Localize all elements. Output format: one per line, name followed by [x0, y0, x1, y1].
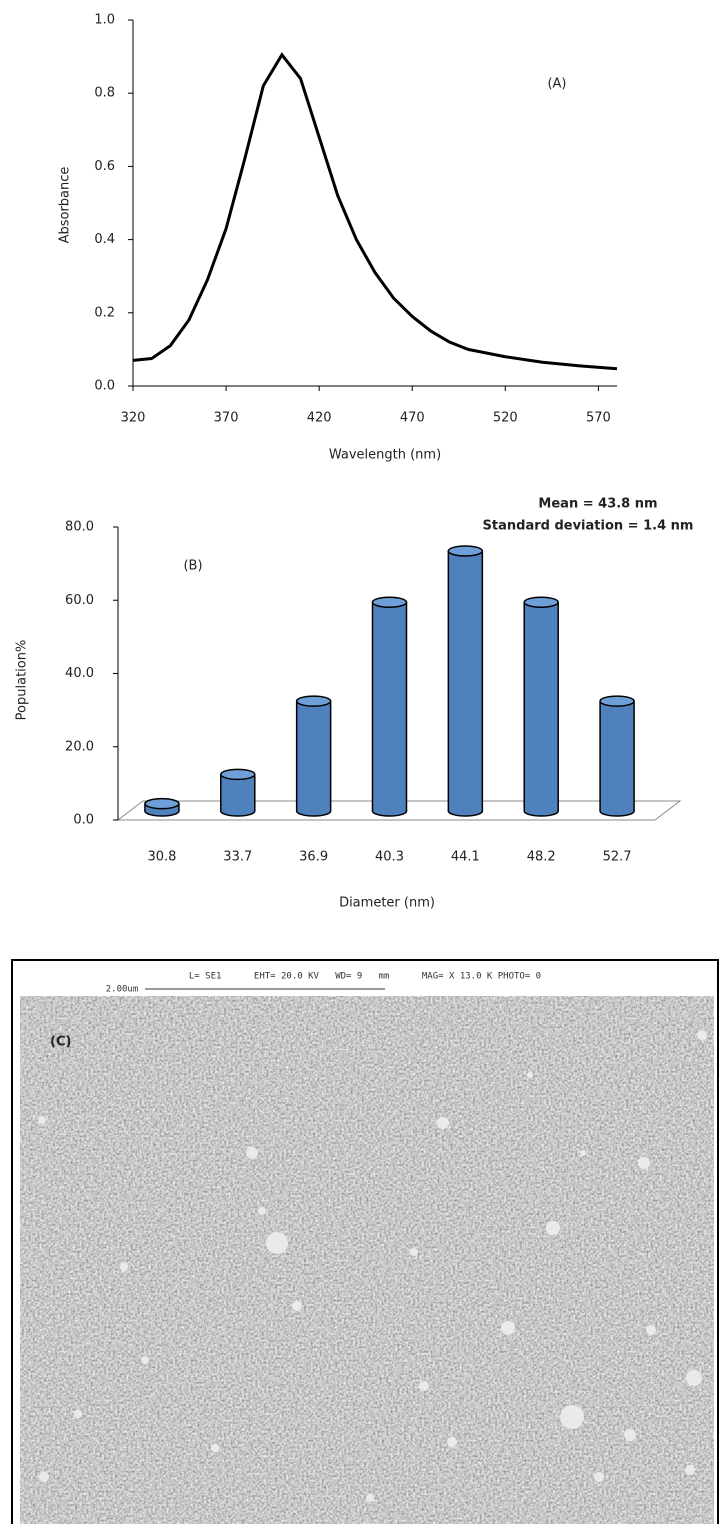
bar-body	[524, 602, 559, 811]
y-axis-label: Population%	[15, 640, 30, 721]
bar-body	[372, 602, 407, 811]
y-tick-label: 0.2	[94, 305, 115, 320]
x-tick-label: 570	[586, 411, 611, 426]
x-axis-label: Wavelength (nm)	[329, 448, 441, 463]
y-tick-label: 0.0	[94, 379, 115, 394]
y-tick-label: 60.0	[65, 593, 94, 608]
y-tick-label: 0.8	[94, 86, 115, 101]
x-tick-label: 36.9	[299, 850, 328, 865]
x-tick-label: 520	[493, 411, 518, 426]
bar	[447, 545, 484, 817]
y-tick-label: 0.6	[94, 159, 115, 174]
bar-body	[296, 701, 331, 811]
bar-top	[523, 596, 559, 608]
sd-note: Standard deviation = 1.4 nm	[483, 519, 694, 534]
bar-body	[220, 774, 255, 811]
bar-body	[600, 701, 635, 811]
x-tick-label: 40.3	[375, 850, 404, 865]
y-tick-label: 0.0	[73, 813, 94, 828]
x-axis-label: Diameter (nm)	[339, 896, 435, 911]
sem-info: L= SE1 EHT= 20.0 KV WD= 9 mm MAG= X 13.0…	[189, 972, 541, 982]
x-tick-label: 470	[400, 411, 425, 426]
bar-top	[295, 695, 332, 707]
bar	[220, 768, 256, 817]
x-tick-label: 420	[307, 411, 332, 426]
x-tick-label: 320	[121, 411, 146, 426]
mean-note: Mean = 43.8 nm	[538, 497, 657, 512]
x-tick-label: 52.7	[603, 850, 632, 865]
y-tick-label: 1.0	[94, 13, 115, 28]
y-tick-label: 20.0	[65, 739, 94, 754]
bar-top	[371, 596, 408, 608]
x-tick-label: 370	[214, 411, 239, 426]
particles	[38, 1030, 707, 1502]
bar-top	[599, 695, 635, 707]
bar	[295, 695, 332, 817]
panel-label: (C)	[50, 1035, 71, 1050]
x-tick-label: 33.7	[223, 850, 252, 865]
bar-body	[448, 550, 483, 811]
absorbance-line	[132, 52, 618, 371]
x-tick-label: 44.1	[451, 850, 480, 865]
y-axis-label: Absorbance	[58, 167, 73, 244]
bar	[371, 596, 408, 817]
bar	[599, 695, 635, 817]
y-tick-label: 0.4	[94, 232, 115, 247]
bar-top	[447, 545, 484, 557]
panel-label: (A)	[547, 77, 566, 92]
sem-scale-label: 2.00um	[106, 985, 139, 995]
bar	[523, 596, 559, 817]
bar-top	[220, 768, 256, 781]
y-tick-label: 80.0	[65, 520, 94, 535]
bar	[144, 797, 180, 817]
y-tick-label: 40.0	[65, 666, 94, 681]
panel-label: (B)	[183, 559, 202, 574]
bar-top	[144, 797, 180, 810]
x-tick-label: 30.8	[147, 850, 176, 865]
sem-image	[20, 996, 714, 1524]
sem-panel: L= SE1 EHT= 20.0 KV WD= 9 mm MAG= X 13.0…	[11, 959, 719, 1524]
absorbance-chart: 0.0 0.2 0.4 0.6 0.8 1.0 320 370 420 470 520 570 Wave…	[58, 13, 618, 463]
x-tick-label: 48.2	[527, 850, 556, 865]
size-distribution-chart: 0.0 20.0 40.0 60.0 80.0 30.8 33.7 36.9 40.3 44.1 4…	[15, 497, 694, 911]
